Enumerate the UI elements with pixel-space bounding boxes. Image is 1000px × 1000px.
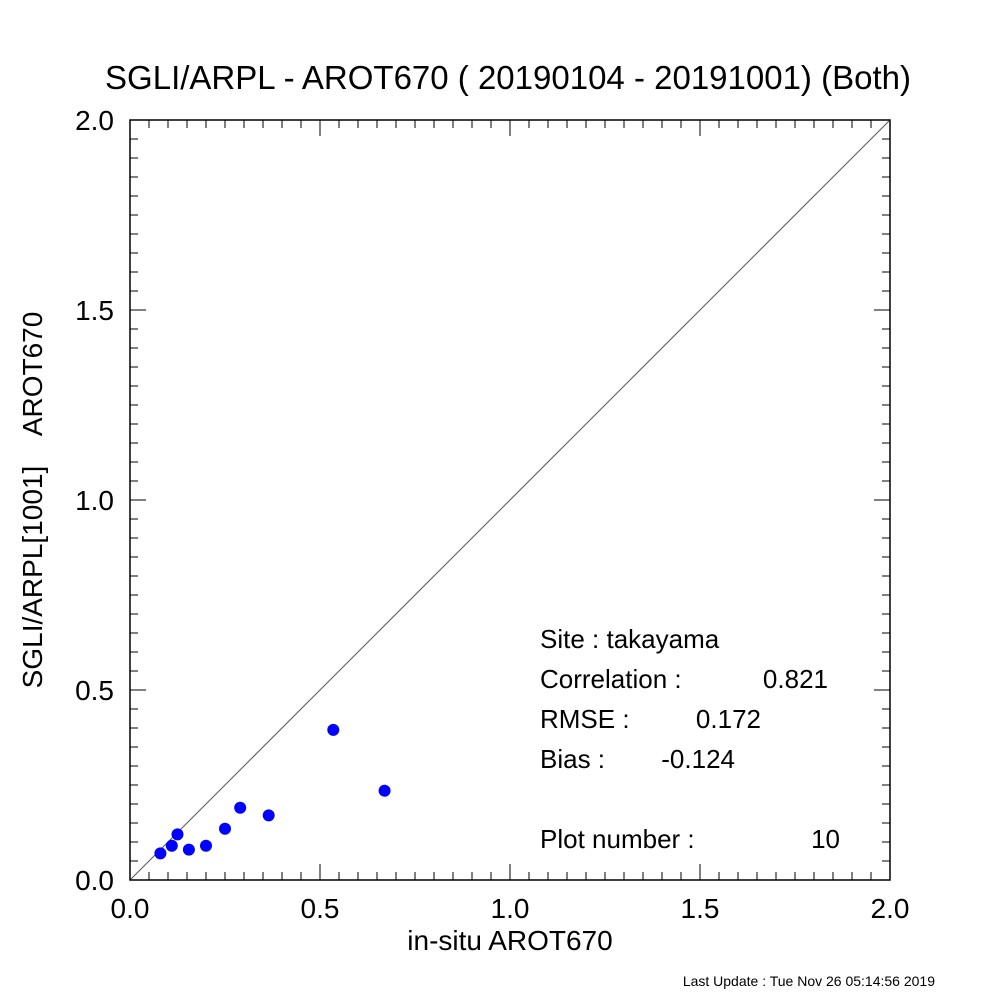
- stats-box: Site : takayama Correlation : 0.821 RMSE…: [540, 624, 840, 854]
- data-point: [182, 843, 195, 856]
- data-point: [200, 839, 212, 852]
- stats-correlation-value: 0.821: [763, 664, 828, 694]
- x-tick-label: 0.5: [301, 893, 340, 924]
- stats-plot-number-value: 10: [811, 824, 840, 854]
- axis-ticks: [129, 119, 891, 881]
- data-point: [234, 801, 247, 814]
- stats-plot-number-label: Plot number :: [540, 824, 695, 854]
- stats-site: Site : takayama: [540, 624, 720, 654]
- one-to-one-line: [129, 119, 891, 881]
- stats-rmse-label: RMSE :: [540, 704, 630, 734]
- last-update-text: Last Update : Tue Nov 26 05:14:56 2019: [683, 973, 935, 989]
- x-tick-label: 1.0: [491, 893, 530, 924]
- data-point: [154, 847, 167, 860]
- x-tick-label: 0.0: [111, 893, 150, 924]
- data-point: [171, 828, 184, 841]
- x-tick-label: 2.0: [871, 893, 910, 924]
- y-tick-label: 0.0: [75, 865, 114, 896]
- y-tick-label: 1.0: [75, 485, 114, 516]
- chart-title: SGLI/ARPL - AROT670 ( 20190104 - 2019100…: [105, 59, 911, 96]
- stats-rmse-value: 0.172: [696, 704, 761, 734]
- y-tick-label: 1.5: [75, 295, 114, 326]
- y-tick-label: 2.0: [75, 105, 114, 136]
- y-tick-label: 0.5: [75, 675, 114, 706]
- x-axis-label: in-situ AROT670: [407, 925, 612, 956]
- data-point: [327, 723, 340, 736]
- data-point: [378, 784, 391, 797]
- data-point: [219, 822, 231, 835]
- tick-labels: 0.0 0.5 1.0 1.5 2.0 0.0 0.5 1.0 1.5 2.0: [75, 105, 909, 924]
- data-point: [262, 809, 275, 822]
- x-tick-label: 1.5: [681, 893, 720, 924]
- data-point: [165, 839, 178, 852]
- stats-bias-value: -0.124: [661, 744, 735, 774]
- y-axis-label: SGLI/ARPL[1001] AROT670: [17, 312, 48, 689]
- stats-correlation-label: Correlation :: [540, 664, 682, 694]
- stats-bias-label: Bias :: [540, 744, 605, 774]
- data-points: [154, 723, 391, 860]
